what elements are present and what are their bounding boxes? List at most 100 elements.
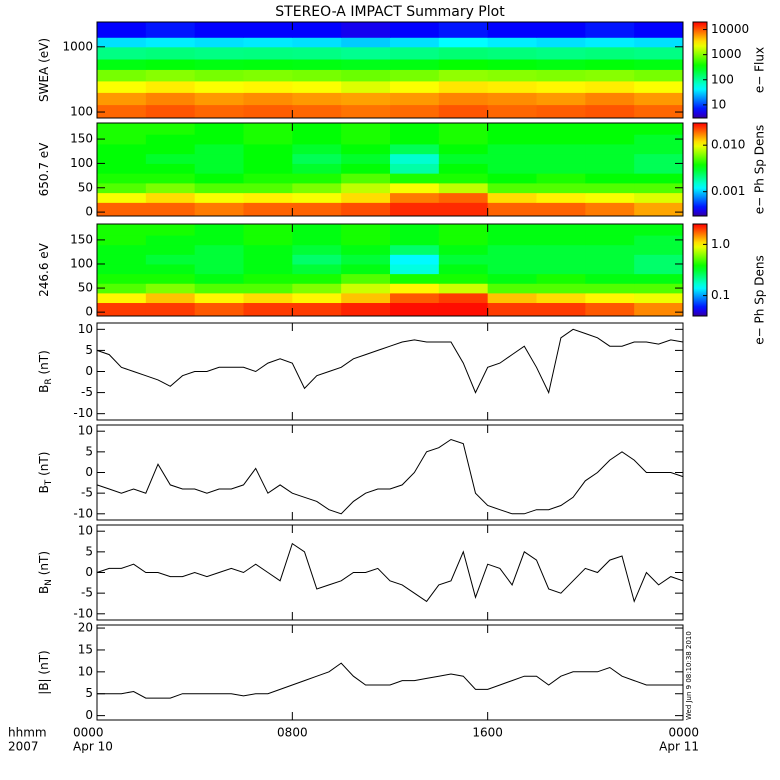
x-date-label: Apr 10 <box>73 740 113 754</box>
heat-cell <box>243 244 293 255</box>
heat-cell <box>487 37 537 48</box>
heat-cell <box>487 244 537 255</box>
heat-cell <box>145 244 196 255</box>
heat-cell <box>487 283 537 294</box>
heat-cell <box>341 173 391 184</box>
heat-cell <box>97 69 147 82</box>
heat-cell <box>585 235 635 246</box>
heat-cell <box>438 22 489 38</box>
heat-cell <box>438 104 489 119</box>
heat-cell <box>194 59 244 70</box>
heat-cell <box>585 292 635 304</box>
y-tick-label: 5 <box>85 544 93 558</box>
heat-cell <box>341 92 391 106</box>
heat-cell <box>634 254 684 265</box>
heat-cell <box>487 292 537 304</box>
heat-cell <box>585 224 635 236</box>
heat-cell <box>243 80 293 93</box>
heat-cell <box>438 182 489 194</box>
y-tick-label: 0 <box>85 565 93 579</box>
heat-cell <box>194 254 244 265</box>
y-axis-label: BN (nT) <box>37 551 54 594</box>
heat-cell <box>145 37 196 48</box>
heat-cell <box>536 302 586 317</box>
x-date-label: Apr 11 <box>659 740 699 754</box>
heat-cell <box>97 22 147 38</box>
heat-cell <box>487 46 537 60</box>
heat-cell <box>145 235 196 246</box>
line-series <box>96 328 684 395</box>
heat-cell <box>585 104 635 119</box>
heat-cell <box>487 163 537 174</box>
y-tick-label: -5 <box>81 586 93 600</box>
heat-cell <box>390 123 440 135</box>
heat-cell <box>243 254 293 265</box>
heat-cell <box>194 92 244 106</box>
colorbar-tick-label: 1000 <box>711 47 742 61</box>
y-label-main: B <box>37 586 51 594</box>
heat-cell <box>390 163 440 174</box>
heat-cell <box>97 104 147 119</box>
heat-cell <box>536 80 586 93</box>
heat-cell <box>585 283 635 294</box>
heat-cell <box>145 59 196 70</box>
heat-cell <box>243 22 293 38</box>
heat-cell <box>634 92 684 106</box>
heat-cell <box>390 92 440 106</box>
heat-cell <box>243 134 293 145</box>
heat-cell <box>292 123 342 135</box>
heat-cell <box>438 202 489 217</box>
line-series <box>96 438 684 515</box>
heat-cell <box>292 134 342 145</box>
heat-cell <box>243 273 293 284</box>
heat-cell <box>438 283 489 294</box>
heat-cell <box>194 163 244 174</box>
heat-cell <box>487 192 537 203</box>
heat-cell <box>585 46 635 60</box>
heat-cell <box>97 254 147 265</box>
heat-cell <box>194 80 244 93</box>
heat-cell <box>145 263 196 275</box>
colorbar-label: e− Flux <box>753 47 767 93</box>
heat-cell <box>243 302 293 317</box>
heat-cell <box>145 283 196 294</box>
heat-cell <box>292 244 342 255</box>
y-axis-label: BR (nT) <box>37 350 54 393</box>
y-tick-label: -10 <box>73 606 93 620</box>
y-tick-label: 0 <box>85 708 93 722</box>
heat-cell <box>634 192 684 203</box>
y-tick-label: 10 <box>78 664 93 678</box>
heat-cell <box>292 104 342 119</box>
heat-cell <box>292 92 342 106</box>
heat-cell <box>341 224 391 236</box>
heat-cell <box>194 235 244 246</box>
heat-cell <box>585 134 635 145</box>
heat-cell <box>438 92 489 106</box>
y-axis-label: BT (nT) <box>37 452 54 494</box>
colorbar <box>692 122 708 217</box>
heat-cell <box>194 173 244 184</box>
heat-cell <box>341 37 391 48</box>
heat-cell <box>97 302 147 317</box>
heat-cell <box>438 235 489 246</box>
heat-cell <box>341 59 391 70</box>
heat-cell <box>292 173 342 184</box>
heat-cell <box>634 134 684 145</box>
chart-title: STEREO-A IMPACT Summary Plot <box>275 4 505 20</box>
heat-cell <box>243 163 293 174</box>
panel-frame <box>96 21 684 119</box>
heat-cell <box>194 263 244 275</box>
heat-cell <box>536 273 586 284</box>
panel-frame <box>96 122 684 217</box>
heat-cell <box>536 143 586 155</box>
heat-cell <box>585 123 635 135</box>
heat-cell <box>390 59 440 70</box>
heat-cell <box>194 143 244 155</box>
colorbar <box>692 223 708 317</box>
panel-frame <box>96 223 684 317</box>
y-axis-label: 246.6 eV <box>37 242 51 297</box>
line-series <box>96 542 684 603</box>
heat-cell <box>536 173 586 184</box>
heat-cell <box>145 302 196 317</box>
